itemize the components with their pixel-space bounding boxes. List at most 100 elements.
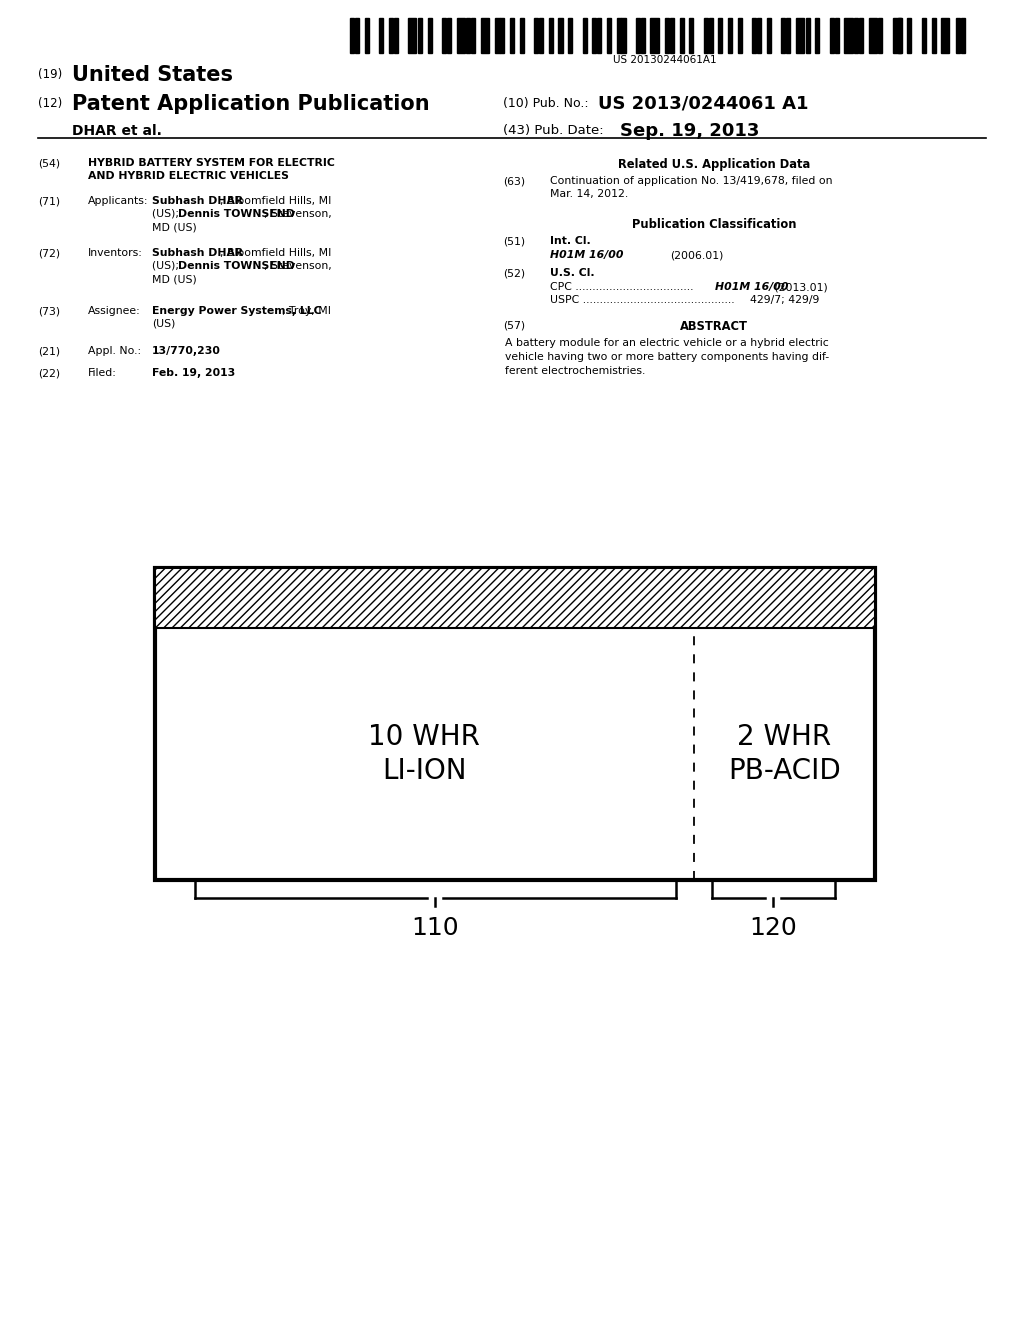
Bar [641, 18, 645, 53]
Bar [829, 18, 834, 53]
Text: HYBRID BATTERY SYSTEM FOR ELECTRIC: HYBRID BATTERY SYSTEM FOR ELECTRIC [88, 158, 335, 168]
Text: Dennis TOWNSEND: Dennis TOWNSEND [178, 261, 295, 271]
Bar [961, 18, 965, 53]
Text: Filed:: Filed: [88, 368, 117, 378]
Text: (2006.01): (2006.01) [670, 249, 723, 260]
Bar [955, 18, 959, 53]
Bar [607, 18, 611, 53]
Text: CPC ...................................: CPC ................................... [550, 282, 693, 292]
Bar [457, 18, 465, 53]
Text: (57): (57) [503, 319, 525, 330]
Bar [767, 18, 771, 53]
Text: (73): (73) [38, 306, 60, 315]
Text: (54): (54) [38, 158, 60, 168]
Bar [568, 18, 572, 53]
Bar [854, 18, 858, 53]
Text: A battery module for an electric vehicle or a hybrid electric
vehicle having two: A battery module for an electric vehicle… [505, 338, 829, 376]
Bar [616, 18, 621, 53]
Bar [932, 18, 936, 53]
Text: (52): (52) [503, 268, 525, 279]
Text: (US);: (US); [152, 209, 182, 219]
Text: MD (US): MD (US) [152, 275, 197, 284]
Bar [350, 18, 354, 53]
Bar [757, 18, 761, 53]
Bar [481, 18, 489, 53]
Text: 110: 110 [412, 916, 459, 940]
Text: 429/7; 429/9: 429/7; 429/9 [750, 294, 819, 305]
Text: (63): (63) [503, 176, 525, 186]
Bar [868, 18, 877, 53]
Bar [941, 18, 949, 53]
Bar [355, 18, 359, 53]
Bar [539, 18, 543, 53]
Text: Patent Application Publication: Patent Application Publication [72, 94, 430, 114]
Bar [389, 18, 393, 53]
Bar [665, 18, 669, 53]
Bar [501, 18, 505, 53]
Text: Sep. 19, 2013: Sep. 19, 2013 [620, 121, 760, 140]
Text: (51): (51) [503, 236, 525, 246]
Bar [786, 18, 791, 53]
Bar [365, 18, 369, 53]
Text: H01M 16/00: H01M 16/00 [550, 249, 624, 260]
Bar [796, 18, 804, 53]
Text: 13/770,230: 13/770,230 [152, 346, 221, 356]
Text: United States: United States [72, 65, 233, 84]
Bar [922, 18, 926, 53]
Text: (2013.01): (2013.01) [771, 282, 827, 292]
Bar [680, 18, 684, 53]
Text: Feb. 19, 2013: Feb. 19, 2013 [152, 368, 236, 378]
Bar [845, 18, 853, 53]
Text: (21): (21) [38, 346, 60, 356]
Text: ABSTRACT: ABSTRACT [680, 319, 748, 333]
Text: (US);: (US); [152, 261, 182, 271]
Bar [155, 568, 874, 628]
Text: (10) Pub. No.:: (10) Pub. No.: [503, 96, 589, 110]
Bar [859, 18, 863, 53]
Text: Related U.S. Application Data: Related U.S. Application Data [617, 158, 810, 172]
Text: (72): (72) [38, 248, 60, 257]
Bar [549, 18, 553, 53]
Bar [815, 18, 819, 53]
Bar [907, 18, 911, 53]
Text: (43) Pub. Date:: (43) Pub. Date: [503, 124, 603, 137]
Text: US 20130244061A1: US 20130244061A1 [613, 55, 717, 65]
Text: Publication Classification: Publication Classification [632, 218, 797, 231]
Bar [471, 18, 475, 53]
Bar [728, 18, 732, 53]
Text: 10 WHR
LI-ION: 10 WHR LI-ION [369, 723, 480, 785]
Bar [446, 18, 451, 53]
Bar [418, 18, 422, 53]
Text: Continuation of application No. 13/419,678, filed on: Continuation of application No. 13/419,6… [550, 176, 833, 186]
Bar [466, 18, 470, 53]
Bar [379, 18, 383, 53]
Bar [689, 18, 693, 53]
Bar [597, 18, 601, 53]
Text: U.S. Cl.: U.S. Cl. [550, 268, 595, 279]
Text: Assignee:: Assignee: [88, 306, 140, 315]
Text: Int. Cl.: Int. Cl. [550, 236, 591, 246]
Bar [622, 18, 626, 53]
Bar [583, 18, 587, 53]
Text: DHAR et al.: DHAR et al. [72, 124, 162, 139]
Bar [558, 18, 562, 53]
Text: , Bloomfield Hills, MI: , Bloomfield Hills, MI [220, 195, 332, 206]
Bar [703, 18, 708, 53]
Text: Appl. No.:: Appl. No.: [88, 346, 141, 356]
Bar [442, 18, 446, 53]
Text: H01M 16/00: H01M 16/00 [715, 282, 788, 292]
Text: AND HYBRID ELECTRIC VEHICLES: AND HYBRID ELECTRIC VEHICLES [88, 172, 289, 181]
Bar [709, 18, 713, 53]
Bar [753, 18, 757, 53]
Text: Applicants:: Applicants: [88, 195, 148, 206]
Text: USPC .............................................: USPC ...................................… [550, 294, 734, 305]
Bar [496, 18, 500, 53]
Text: , Bloomfield Hills, MI: , Bloomfield Hills, MI [220, 248, 332, 257]
Bar [155, 568, 874, 880]
Text: , Stevenson,: , Stevenson, [264, 261, 332, 271]
Bar [535, 18, 539, 53]
Bar [592, 18, 596, 53]
Text: Energy Power Systems, LLC: Energy Power Systems, LLC [152, 306, 322, 315]
Bar [781, 18, 785, 53]
Bar [636, 18, 640, 53]
